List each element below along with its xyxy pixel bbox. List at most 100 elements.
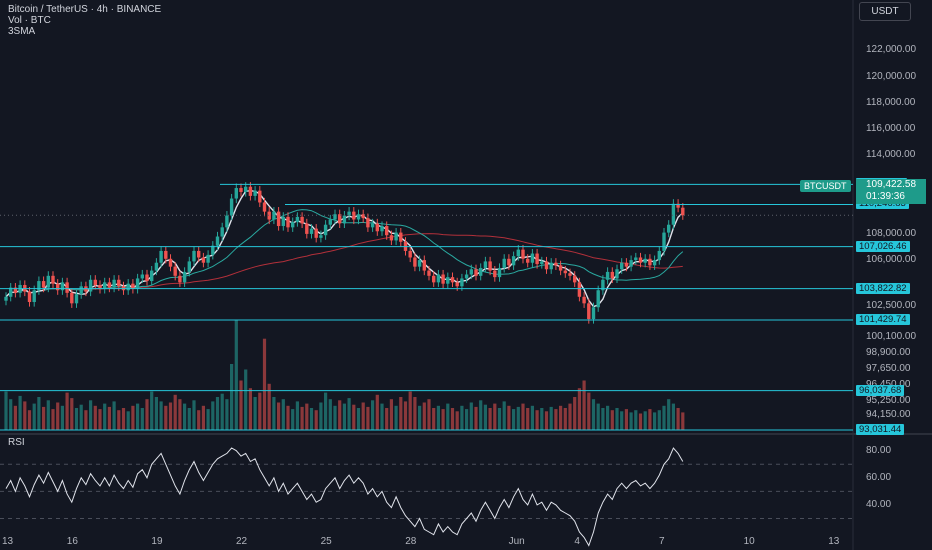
candle — [338, 214, 342, 224]
level-price-tag: 107,026.46 — [856, 240, 910, 252]
volume-bar — [554, 409, 558, 430]
volume-bar — [446, 403, 450, 430]
volume-bar — [380, 403, 384, 430]
volume-bar — [140, 408, 144, 430]
volume-bar — [131, 405, 135, 430]
candle — [417, 260, 422, 267]
candle — [455, 282, 459, 287]
candle — [676, 203, 680, 208]
symbol-title[interactable]: Bitcoin / TetherUS · 4h · BINANCE — [8, 4, 162, 15]
volume-bar — [591, 399, 596, 430]
volume-bar — [559, 405, 563, 430]
volume-bar — [220, 393, 224, 430]
volume-bar — [295, 401, 299, 430]
volume-bar — [620, 411, 624, 430]
sma-slow-line — [5, 233, 683, 298]
candle — [587, 303, 591, 320]
rsi-indicator-label[interactable]: RSI — [8, 437, 25, 448]
price-tick-label: 108,000.00 — [866, 227, 917, 239]
volume-bar — [530, 405, 534, 430]
volume-bar — [136, 403, 140, 430]
candle — [258, 190, 262, 203]
candle — [432, 275, 436, 283]
volume-bar — [629, 412, 633, 430]
candle — [187, 261, 191, 272]
candle — [596, 290, 600, 308]
candle — [4, 296, 8, 301]
volume-bar — [474, 406, 478, 430]
candle — [74, 294, 79, 304]
candle — [610, 271, 614, 279]
candle — [182, 271, 187, 283]
volume-bar — [366, 406, 370, 430]
volume-bar — [201, 405, 205, 430]
volume-bar — [624, 409, 628, 430]
volume-bar — [610, 410, 614, 430]
price-tick-label: 100,100.00 — [866, 331, 917, 343]
volume-bar — [319, 402, 323, 430]
candle — [206, 254, 210, 263]
candle — [427, 270, 431, 276]
candle — [554, 262, 558, 266]
candle — [197, 250, 201, 258]
candle — [9, 287, 13, 297]
volume-bar — [516, 406, 520, 430]
sma-indicator-label[interactable]: 3SMA — [8, 26, 36, 37]
volume-bar — [563, 408, 567, 430]
volume-bar — [653, 412, 657, 430]
volume-bar — [371, 400, 375, 430]
candle — [582, 296, 586, 304]
candle — [671, 203, 676, 225]
volume-bar — [615, 408, 619, 430]
candle — [507, 258, 511, 266]
volume-bar — [338, 400, 342, 430]
candle — [497, 267, 502, 278]
candle — [573, 275, 577, 283]
volume-bar — [671, 403, 675, 430]
volume-bar — [535, 410, 539, 430]
volume-bar — [103, 403, 107, 430]
volume-bar — [79, 404, 83, 430]
volume-bar — [107, 406, 111, 430]
candle — [46, 275, 50, 288]
volume-bar — [18, 395, 22, 430]
volume-bar — [281, 399, 285, 430]
candle — [634, 257, 638, 261]
candle — [441, 274, 445, 284]
volume-bar — [46, 400, 50, 430]
volume-bar — [258, 392, 262, 430]
price-tick-label: 120,000.00 — [866, 70, 917, 82]
volume-bar — [333, 405, 337, 430]
volume-bar — [648, 409, 652, 430]
candle — [117, 279, 121, 287]
candle — [530, 253, 535, 263]
candle — [276, 211, 281, 227]
date-tick-label: 19 — [151, 536, 163, 547]
candle — [366, 218, 370, 228]
volume-bar — [206, 409, 210, 430]
candle — [244, 186, 248, 192]
date-tick-label: 13 — [2, 536, 14, 547]
candle — [140, 274, 144, 279]
date-tick-label: 28 — [405, 536, 417, 547]
volume-bar — [493, 403, 497, 430]
price-tick-label: 97,650.00 — [866, 363, 911, 375]
date-tick-label: 16 — [66, 536, 78, 547]
candle — [511, 256, 516, 266]
currency-button[interactable]: USDT — [859, 2, 911, 21]
date-tick-label: 7 — [659, 536, 665, 547]
volume-bar — [9, 399, 13, 430]
volume-bar — [450, 408, 455, 430]
volume-bar — [112, 401, 116, 430]
volume-bar — [239, 380, 243, 430]
candle — [309, 228, 314, 234]
candle — [385, 226, 389, 236]
volume-bar — [544, 411, 549, 430]
volume-indicator-label[interactable]: Vol · BTC — [8, 15, 51, 26]
candle — [286, 216, 290, 228]
candle — [615, 269, 619, 279]
volume-bar — [502, 401, 506, 430]
rsi-tick-label: 40.00 — [866, 498, 892, 510]
candle — [521, 249, 525, 259]
